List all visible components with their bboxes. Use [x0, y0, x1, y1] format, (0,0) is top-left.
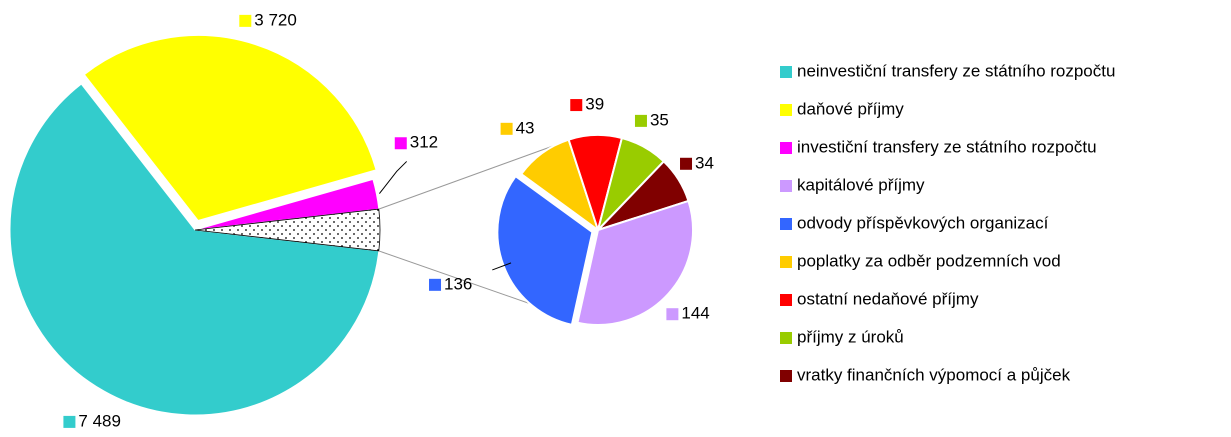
- legend-swatch: [780, 104, 792, 116]
- data-label: 43: [516, 118, 535, 137]
- leader-line: [492, 262, 512, 271]
- leader-line: [379, 161, 408, 194]
- legend-swatch: [780, 180, 792, 192]
- label-swatch: [63, 415, 76, 428]
- label-swatch: [570, 99, 583, 112]
- data-label: 35: [650, 110, 669, 129]
- other-slice: [194, 208, 381, 252]
- pie-slice: [9, 83, 380, 416]
- label-swatch: [239, 14, 252, 27]
- pie-slice: [83, 35, 377, 222]
- data-label: 3 720: [254, 10, 297, 29]
- data-label: 144: [681, 304, 709, 323]
- legend-swatch: [780, 218, 792, 230]
- legend-label: odvody příspěvkových organizací: [797, 213, 1049, 232]
- label-swatch: [666, 308, 679, 321]
- legend-label: kapitálové příjmy: [797, 175, 925, 194]
- legend-label: investiční transfery ze státního rozpočt…: [797, 137, 1097, 156]
- data-label: 39: [585, 95, 604, 114]
- label-swatch: [394, 137, 407, 150]
- data-label: 136: [444, 274, 472, 293]
- legend-label: daňové příjmy: [797, 99, 904, 118]
- legend-label: vratky finančních výpomocí a půjček: [797, 365, 1071, 384]
- connector: [378, 250, 549, 311]
- data-label: 7 489: [78, 411, 121, 430]
- legend-label: příjmy z úroků: [797, 327, 904, 346]
- legend-swatch: [780, 370, 792, 382]
- legend-label: poplatky za odběr podzemních vod: [797, 251, 1061, 270]
- data-label: 312: [410, 133, 438, 152]
- legend-swatch: [780, 332, 792, 344]
- connector: [378, 145, 554, 210]
- legend-swatch: [780, 142, 792, 154]
- legend-swatch: [780, 294, 792, 306]
- label-swatch: [500, 122, 513, 135]
- label-swatch: [680, 157, 693, 170]
- legend-swatch: [780, 256, 792, 268]
- legend-swatch: [780, 66, 792, 78]
- label-swatch: [429, 278, 442, 291]
- pie-slice: [576, 199, 694, 326]
- legend-label: neinvestiční transfery ze státního rozpo…: [797, 61, 1115, 80]
- legend-label: ostatní nedaňové příjmy: [797, 289, 979, 308]
- data-label: 34: [695, 153, 714, 172]
- label-swatch: [634, 114, 647, 127]
